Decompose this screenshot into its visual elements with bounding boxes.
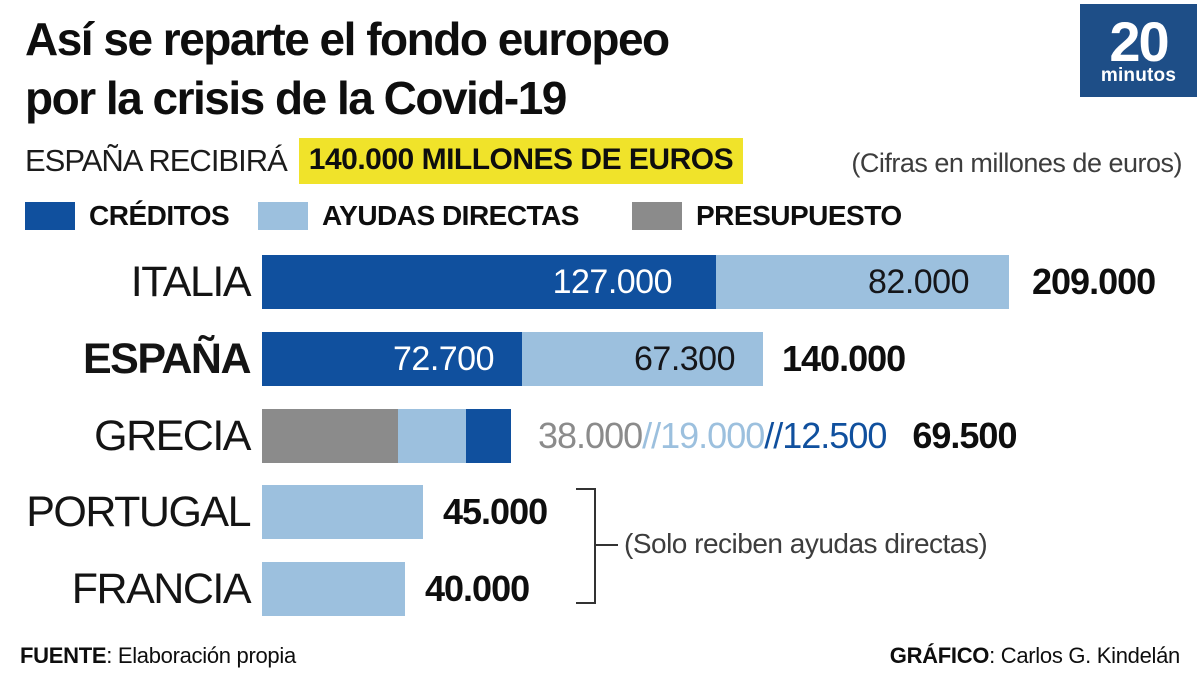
chart-row-espana: ESPAÑA 72.700 67.300 140.000 bbox=[0, 332, 1200, 386]
italia-creditos-bar: 127.000 bbox=[262, 255, 716, 309]
grecia-creditos-bar bbox=[466, 409, 511, 463]
grecia-presupuesto-bar bbox=[262, 409, 398, 463]
grecia-presupuesto-value: 38.000 bbox=[538, 415, 643, 456]
espana-creditos-value: 72.700 bbox=[393, 340, 495, 378]
subtitle-prefix: ESPAÑA RECIBIRÁ bbox=[25, 143, 288, 178]
logo-number: 20 bbox=[1109, 9, 1169, 73]
espana-total: 140.000 bbox=[782, 338, 906, 379]
country-label-portugal: PORTUGAL bbox=[26, 488, 251, 536]
francia-total: 40.000 bbox=[425, 568, 530, 609]
italia-ayudas-value: 82.000 bbox=[868, 263, 970, 301]
presupuesto-swatch-icon bbox=[632, 202, 682, 230]
brand-logo: 20 minutos bbox=[1080, 4, 1197, 97]
footer-credit-value: : Carlos G. Kindelán bbox=[989, 643, 1180, 668]
portugal-ayudas-bar bbox=[262, 485, 423, 539]
espana-ayudas-bar: 67.300 bbox=[522, 332, 763, 386]
country-label-grecia: GRECIA bbox=[94, 412, 251, 460]
bar-group-portugal bbox=[262, 485, 423, 539]
grecia-ayudas-value: 19.000 bbox=[660, 415, 765, 456]
grecia-separator-2: // bbox=[764, 415, 783, 456]
footer-credit-label: GRÁFICO bbox=[889, 643, 990, 668]
chart-row-francia: FRANCIA 40.000 bbox=[0, 562, 1200, 616]
subtitle-highlight: 140.000 MILLONES DE EUROS bbox=[298, 138, 744, 184]
italia-total: 209.000 bbox=[1032, 261, 1156, 302]
grecia-values: 38.000//19.000//12.500 69.500 bbox=[538, 409, 1017, 463]
espana-ayudas-value: 67.300 bbox=[634, 340, 736, 378]
legend-item-ayudas: AYUDAS DIRECTAS bbox=[258, 200, 579, 231]
chart-row-italia: ITALIA 127.000 82.000 209.000 bbox=[0, 255, 1200, 309]
footer-credit: GRÁFICO: Carlos G. Kindelán bbox=[889, 643, 1181, 669]
legend-item-presupuesto: PRESUPUESTO bbox=[632, 200, 902, 231]
page-title: Así se reparte el fondo europeo por la c… bbox=[25, 10, 670, 128]
bracket-middle-tick bbox=[596, 544, 618, 546]
grecia-total: 69.500 bbox=[912, 415, 1017, 456]
title-line-2: por la crisis de la Covid-19 bbox=[25, 72, 567, 124]
subtitle: ESPAÑA RECIBIRÁ 140.000 MILLONES DE EURO… bbox=[25, 138, 744, 184]
logo-word: minutos bbox=[1100, 64, 1177, 86]
footer-source-value: : Elaboración propia bbox=[106, 643, 296, 668]
bar-group-espana: 72.700 67.300 bbox=[262, 332, 763, 386]
units-note: (Cifras en millones de euros) bbox=[851, 148, 1182, 178]
italia-ayudas-bar: 82.000 bbox=[716, 255, 1009, 309]
bracket-annotation: (Solo reciben ayudas directas) bbox=[624, 528, 988, 559]
legend-label-presupuesto: PRESUPUESTO bbox=[696, 200, 902, 231]
legend-label-ayudas: AYUDAS DIRECTAS bbox=[322, 200, 579, 231]
country-label-espana: ESPAÑA bbox=[82, 335, 252, 383]
grecia-creditos-value: 12.500 bbox=[782, 415, 887, 456]
country-label-francia: FRANCIA bbox=[71, 565, 252, 613]
bar-group-italia: 127.000 82.000 bbox=[262, 255, 1009, 309]
legend-label-creditos: CRÉDITOS bbox=[89, 200, 230, 231]
country-label-italia: ITALIA bbox=[130, 258, 252, 306]
bar-group-grecia bbox=[262, 409, 511, 463]
legend-item-creditos: CRÉDITOS bbox=[25, 200, 230, 231]
footer: FUENTE: Elaboración propia GRÁFICO: Carl… bbox=[20, 643, 1180, 669]
bracket-top-tick bbox=[576, 488, 596, 490]
title-line-1: Así se reparte el fondo europeo bbox=[25, 13, 670, 65]
bracket-vertical-line bbox=[594, 488, 596, 604]
footer-source: FUENTE: Elaboración propia bbox=[20, 643, 296, 669]
footer-source-label: FUENTE bbox=[20, 643, 107, 668]
ayudas-swatch-icon bbox=[258, 202, 308, 230]
grecia-ayudas-bar bbox=[398, 409, 466, 463]
grecia-separator-1: // bbox=[642, 415, 661, 456]
bar-group-francia bbox=[262, 562, 405, 616]
chart-row-portugal: PORTUGAL 45.000 bbox=[0, 485, 1200, 539]
espana-creditos-bar: 72.700 bbox=[262, 332, 522, 386]
portugal-total: 45.000 bbox=[443, 491, 548, 532]
chart-row-grecia: GRECIA 38.000//19.000//12.500 69.500 bbox=[0, 409, 1200, 463]
italia-creditos-value: 127.000 bbox=[552, 263, 673, 301]
bracket-bottom-tick bbox=[576, 602, 596, 604]
creditos-swatch-icon bbox=[25, 202, 75, 230]
francia-ayudas-bar bbox=[262, 562, 405, 616]
